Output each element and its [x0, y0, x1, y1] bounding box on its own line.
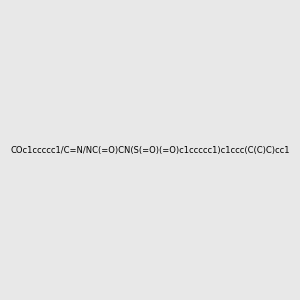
- Text: COc1ccccc1/C=N/NC(=O)CN(S(=O)(=O)c1ccccc1)c1ccc(C(C)C)cc1: COc1ccccc1/C=N/NC(=O)CN(S(=O)(=O)c1ccccc…: [10, 146, 290, 154]
